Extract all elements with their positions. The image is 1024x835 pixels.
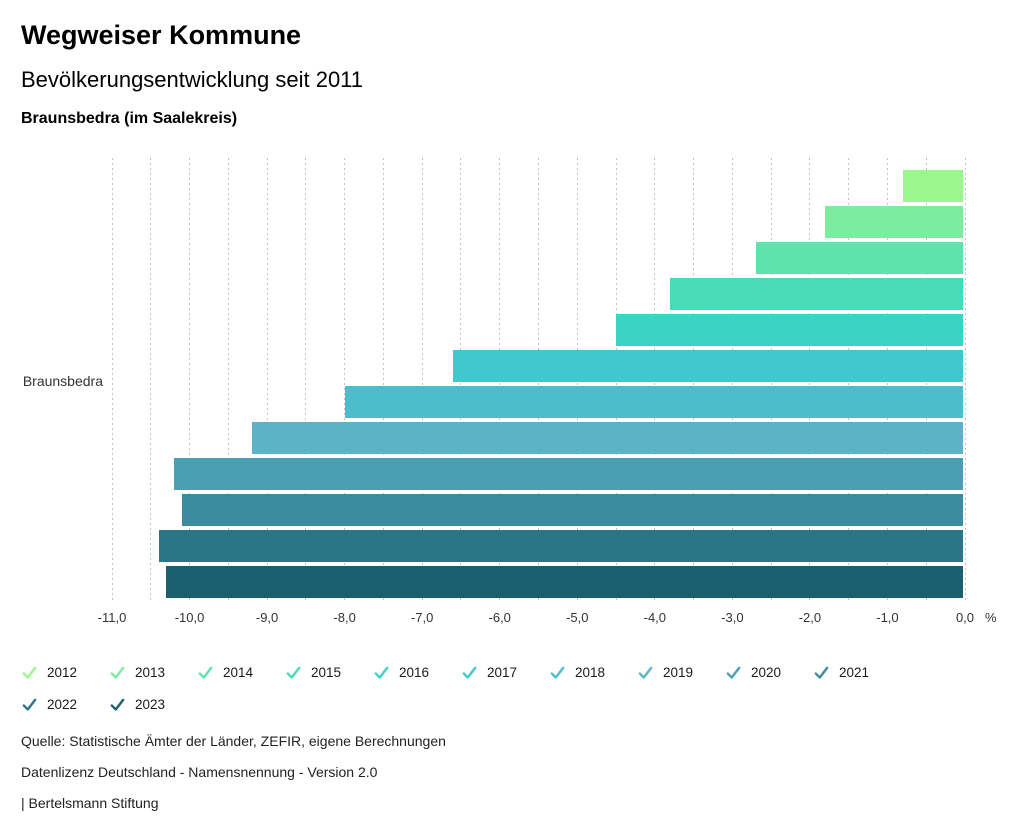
x-tick-label: -8,0 bbox=[333, 610, 356, 625]
check-icon bbox=[550, 666, 565, 679]
gridline bbox=[964, 158, 966, 602]
legend-item-label: 2019 bbox=[663, 664, 694, 680]
legend-item-2016[interactable]: 2016 bbox=[373, 656, 461, 688]
legend-item-2018[interactable]: 2018 bbox=[549, 656, 637, 688]
x-tick-label: 0,0 bbox=[955, 610, 975, 625]
x-tick-label: -9,0 bbox=[255, 610, 279, 625]
x-tick-label: -7,0 bbox=[410, 610, 434, 625]
check-icon bbox=[22, 666, 37, 679]
gridline bbox=[111, 158, 113, 602]
legend-item-label: 2017 bbox=[487, 664, 518, 680]
gridline bbox=[382, 158, 384, 602]
bar-2019[interactable] bbox=[251, 422, 964, 454]
x-axis-unit-label: % bbox=[985, 610, 997, 625]
legend-item-label: 2022 bbox=[47, 696, 78, 712]
bar-2015[interactable] bbox=[670, 278, 964, 310]
check-icon bbox=[726, 666, 741, 679]
bar-2018[interactable] bbox=[344, 386, 964, 418]
page-title: Wegweiser Kommune bbox=[21, 20, 302, 50]
legend-item-label: 2012 bbox=[47, 664, 78, 680]
legend-item-label: 2020 bbox=[751, 664, 782, 680]
legend-item-label: 2014 bbox=[223, 664, 254, 680]
legend-item-2017[interactable]: 2017 bbox=[461, 656, 549, 688]
bar-2014[interactable] bbox=[755, 242, 964, 274]
check-icon bbox=[286, 666, 301, 679]
legend-item-label: 2023 bbox=[135, 696, 166, 712]
bar-2017[interactable] bbox=[453, 350, 964, 382]
gridline bbox=[344, 158, 346, 602]
chart-subtitle: Bevölkerungsentwicklung seit 2011 bbox=[21, 67, 364, 92]
source-text: Quelle: Statistische Ämter der Länder, Z… bbox=[21, 733, 446, 749]
bar-2023[interactable] bbox=[166, 566, 964, 598]
gridline bbox=[227, 158, 229, 602]
x-tick-label: -3,0 bbox=[721, 610, 744, 625]
bar-2022[interactable] bbox=[158, 530, 964, 562]
x-tick-label: -4,0 bbox=[643, 610, 667, 625]
x-tick-label: -6,0 bbox=[488, 610, 511, 625]
legend-item-2020[interactable]: 2020 bbox=[725, 656, 813, 688]
y-axis-category-label: Braunsbedra bbox=[22, 373, 103, 389]
check-icon bbox=[22, 698, 37, 711]
legend-item-2022[interactable]: 2022 bbox=[21, 688, 109, 720]
gridline bbox=[266, 158, 268, 602]
check-icon bbox=[198, 666, 213, 679]
x-tick-label: -1,0 bbox=[876, 610, 899, 625]
legend-item-2014[interactable]: 2014 bbox=[197, 656, 285, 688]
legend-item-2012[interactable]: 2012 bbox=[21, 656, 109, 688]
legend-item-label: 2013 bbox=[135, 664, 166, 680]
attribution-text: | Bertelsmann Stiftung bbox=[21, 795, 159, 811]
check-icon bbox=[814, 666, 829, 679]
region-title: Braunsbedra (im Saalekreis) bbox=[21, 110, 238, 127]
legend-item-2019[interactable]: 2019 bbox=[637, 656, 725, 688]
gridline bbox=[150, 158, 152, 602]
bar-2012[interactable] bbox=[902, 170, 964, 202]
check-icon bbox=[110, 698, 125, 711]
license-text: Datenlizenz Deutschland - Namensnennung … bbox=[21, 764, 378, 780]
legend-item-label: 2018 bbox=[575, 664, 606, 680]
legend-item-label: 2016 bbox=[399, 664, 430, 680]
x-tick-label: -5,0 bbox=[566, 610, 589, 625]
gridline bbox=[421, 158, 423, 602]
legend-item-2013[interactable]: 2013 bbox=[109, 656, 197, 688]
x-axis: -11,0 -10,0 -9,0 -8,0 -7,0 -6,0 -5,0 -4,0 -3,0 -2… bbox=[98, 610, 1012, 630]
bar-2016[interactable] bbox=[616, 314, 964, 346]
check-icon bbox=[374, 666, 389, 679]
legend-item-label: 2021 bbox=[839, 664, 870, 680]
legend-item-2023[interactable]: 2023 bbox=[109, 688, 197, 720]
check-icon bbox=[638, 666, 653, 679]
gridline bbox=[189, 158, 191, 602]
bar-2021[interactable] bbox=[181, 494, 964, 526]
legend: 2012 2013 2014 2015 2016 2017 2018 2019 2020 2021… bbox=[21, 656, 913, 720]
gridline bbox=[305, 158, 307, 602]
bar-2013[interactable] bbox=[825, 206, 964, 238]
legend-item-2021[interactable]: 2021 bbox=[813, 656, 901, 688]
legend-item-label: 2015 bbox=[311, 664, 342, 680]
check-icon bbox=[462, 666, 477, 679]
bar-2020[interactable] bbox=[174, 458, 964, 490]
check-icon bbox=[110, 666, 125, 679]
x-tick-label: -11,0 bbox=[97, 610, 127, 625]
x-tick-label: -10,0 bbox=[174, 610, 205, 625]
chart-header: Wegweiser Kommune Bevölkerungsentwicklun… bbox=[21, 22, 363, 127]
x-tick-label: -2,0 bbox=[798, 610, 822, 625]
legend-item-2015[interactable]: 2015 bbox=[285, 656, 373, 688]
plot-area bbox=[111, 158, 966, 602]
